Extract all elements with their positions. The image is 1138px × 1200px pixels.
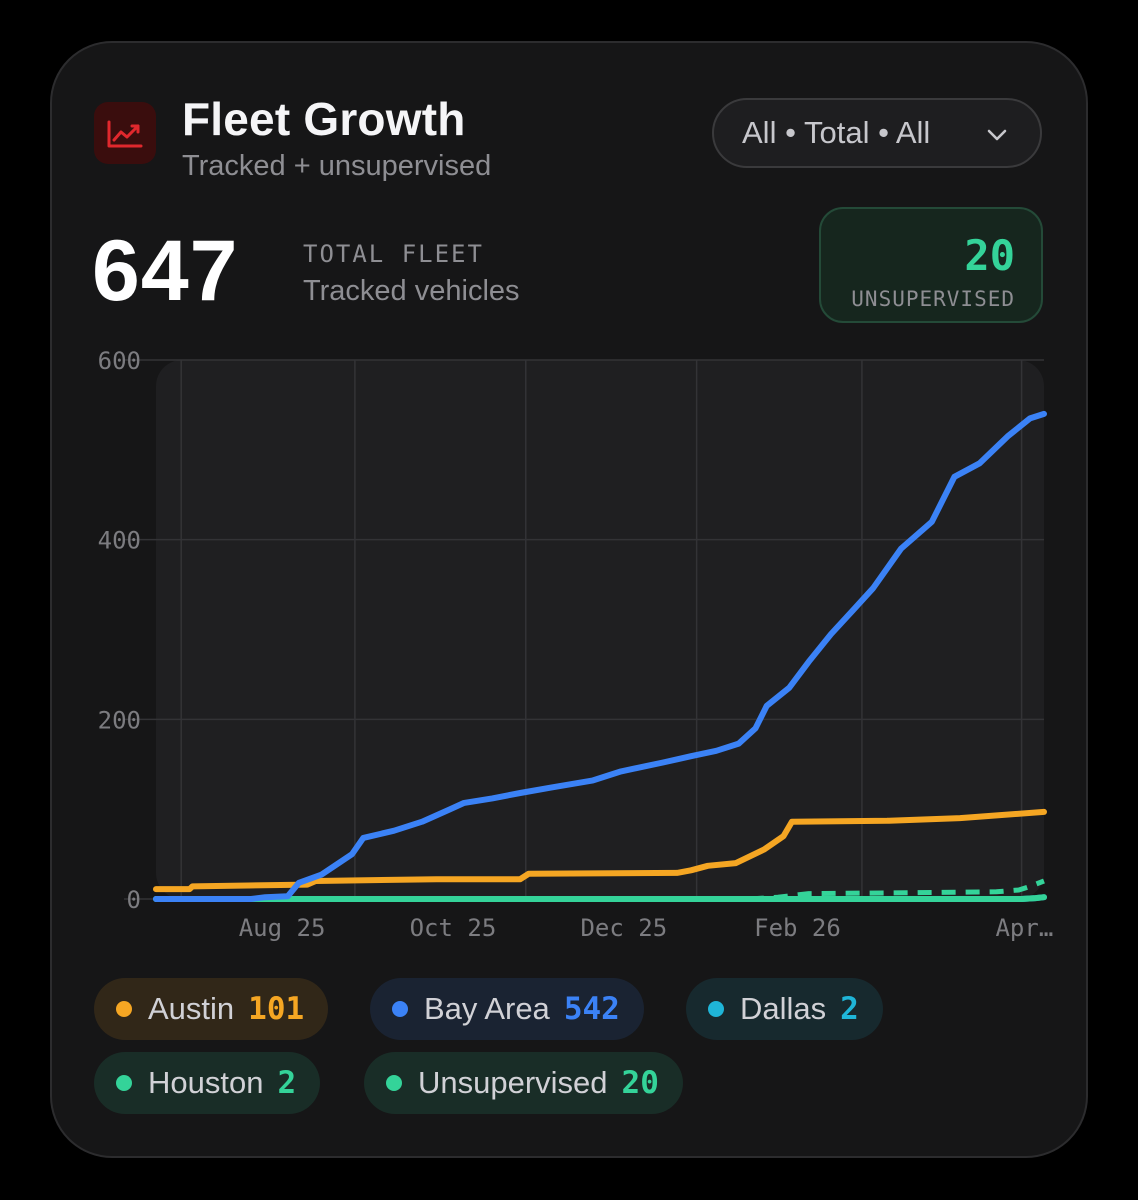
- legend-item-houston[interactable]: Houston 2: [94, 1052, 321, 1114]
- legend-name: Bay Area: [424, 991, 550, 1026]
- legend-count: 101: [248, 991, 305, 1027]
- y-tick-label: 400: [98, 527, 141, 555]
- y-tick-label: 600: [98, 347, 141, 375]
- legend-dot: [392, 1001, 408, 1017]
- legend-dot: [116, 1001, 132, 1017]
- legend-item-austin[interactable]: Austin 101: [94, 978, 329, 1040]
- filter-label: All • Total • All: [742, 115, 931, 150]
- legend-count: 2: [840, 991, 859, 1027]
- total-fleet-label: TOTAL FLEET: [303, 240, 484, 268]
- series-line-austin: [153, 808, 1047, 893]
- series-line-houston: [153, 894, 1047, 902]
- unsupervised-badge: 20 UNSUPERVISED: [819, 207, 1043, 323]
- x-tick-label: Dec 25: [580, 914, 667, 942]
- unsupervised-label: UNSUPERVISED: [851, 287, 1015, 311]
- legend-count: 542: [563, 991, 620, 1027]
- legend-name: Houston: [148, 1065, 264, 1100]
- chart-axis-ticks: 0 200 400 600 Aug 25 Oct 25 Dec 25 Feb 26 Apr…: [98, 347, 1054, 942]
- x-tick-label: Apr…: [995, 914, 1053, 942]
- plot-area: [156, 360, 1044, 899]
- x-tick-label: Feb 26: [754, 914, 841, 942]
- y-tick-label: 200: [98, 706, 141, 734]
- legend-dot: [386, 1075, 402, 1091]
- legend-count: 2: [277, 1065, 297, 1101]
- unsupervised-value: 20: [964, 231, 1015, 280]
- legend-item-dallas[interactable]: Dallas 2: [686, 978, 883, 1040]
- trend-chart-icon: [94, 102, 156, 164]
- series-line-unsupervised: [749, 878, 1045, 902]
- legend-item-unsupervised[interactable]: Unsupervised 20: [364, 1052, 683, 1114]
- y-tick-label: 0: [127, 886, 141, 914]
- legend-name: Dallas: [740, 991, 827, 1026]
- chart-grid: [124, 359, 1044, 900]
- legend-item-bay-area[interactable]: Bay Area 542: [370, 978, 644, 1040]
- total-fleet-value: 647: [92, 223, 239, 319]
- series-line-bay-area: [153, 410, 1047, 902]
- legend-dot: [116, 1075, 132, 1091]
- chevron-down-icon: [987, 129, 1007, 141]
- x-tick-label: Aug 25: [239, 914, 326, 942]
- total-fleet-sublabel: Tracked vehicles: [303, 275, 520, 307]
- chart-series: [153, 410, 1047, 902]
- chart-subtitle: Tracked + unsupervised: [182, 150, 492, 182]
- chart-title: Fleet Growth: [182, 93, 466, 145]
- x-tick-label: Oct 25: [410, 914, 497, 942]
- filter-dropdown[interactable]: All • Total • All: [712, 98, 1042, 168]
- legend-dot: [708, 1001, 724, 1017]
- legend-count: 20: [621, 1065, 659, 1101]
- legend-name: Austin: [148, 991, 235, 1026]
- legend-name: Unsupervised: [418, 1065, 608, 1100]
